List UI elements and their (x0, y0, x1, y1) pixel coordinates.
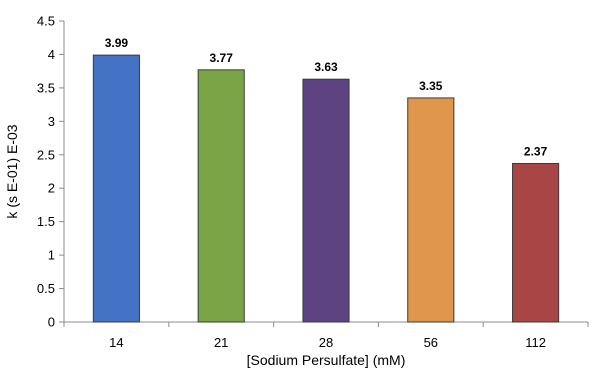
y-tick-label: 1 (48, 248, 55, 263)
data-label-112: 2.37 (524, 144, 548, 158)
x-tick-label-112: 112 (525, 335, 546, 350)
data-label-56: 3.35 (419, 79, 443, 93)
data-labels: 3.99 3.77 3.63 3.35 2.37 (105, 36, 548, 158)
x-tick-label-14: 14 (109, 335, 123, 350)
data-label-14: 3.99 (105, 36, 129, 50)
y-tick-label: 3.5 (37, 80, 55, 95)
x-axis: 14 21 28 56 112 (63, 321, 589, 350)
x-tick-label-56: 56 (424, 335, 438, 350)
bars (92, 54, 560, 323)
data-label-21: 3.77 (210, 51, 234, 65)
y-tick-label: 4.5 (37, 14, 55, 29)
x-axis-title: [Sodium Persulfate] (mM) (247, 352, 406, 368)
bar-28 (302, 78, 350, 323)
bar-112 (512, 162, 560, 323)
data-label-28: 3.63 (314, 60, 338, 74)
bar-21 (197, 69, 245, 323)
bar-56 (407, 97, 455, 323)
y-tick-label: 3 (48, 114, 55, 129)
y-tick-label: 0.5 (37, 281, 55, 296)
y-tick-label: 2 (48, 181, 55, 196)
y-tick-label: 2.5 (37, 147, 55, 162)
bar-14 (92, 54, 140, 323)
y-tick-label: 4 (48, 47, 55, 62)
y-tick-label: 0 (48, 315, 55, 330)
y-axis-title: k (s E-01) E-03 (4, 124, 20, 218)
y-tick-label: 1.5 (37, 214, 55, 229)
x-tick-label-21: 21 (214, 335, 228, 350)
y-axis: 0 0.5 1 1.5 2 2.5 3 3.5 4 4.5 (37, 14, 65, 330)
x-tick-label-28: 28 (319, 335, 333, 350)
